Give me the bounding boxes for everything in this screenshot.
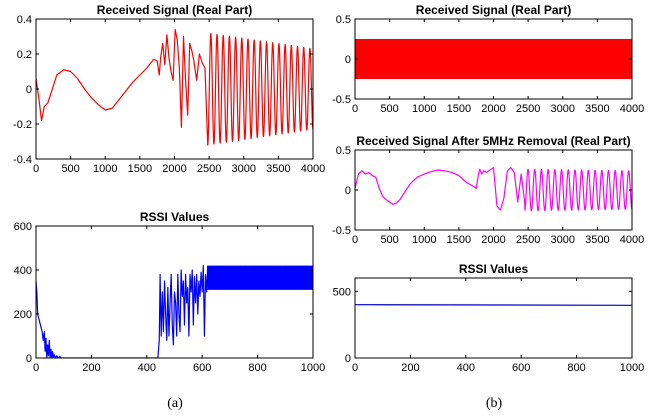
x-tick-label: 500: [380, 234, 398, 246]
x-tick-label: 1000: [412, 234, 436, 246]
y-tick-label: 0.5: [336, 14, 351, 26]
y-tick-label: -0.4: [13, 154, 32, 166]
series-line: [36, 28, 313, 146]
x-tick-label: 500: [61, 163, 79, 175]
x-tick-label: 4000: [301, 163, 325, 175]
chart-title: Received Signal (Real Part): [97, 3, 252, 17]
x-tick-label: 0: [33, 362, 39, 374]
y-tick-label: -0.5: [332, 94, 351, 106]
axes-frame: [35, 225, 314, 359]
x-tick-label: 2500: [197, 163, 221, 175]
y-tick-label: 0: [345, 54, 351, 66]
x-tick-label: 0: [352, 234, 358, 246]
chart-title: Received Signal After 5MHz Removal (Real…: [356, 134, 630, 148]
x-tick-label: 400: [138, 362, 156, 374]
chart-b-rssi-values: RSSI Values 0 200 400 600 800 1000 0 500: [333, 262, 645, 374]
x-tick-label: 3500: [266, 163, 290, 175]
x-tick-label: 3500: [585, 234, 609, 246]
plot-area: [355, 304, 632, 306]
y-tick-label: -0.2: [13, 119, 32, 131]
x-tick-label: 2000: [162, 163, 186, 175]
chart-b-received-signal: Received Signal (Real Part) 0 500 1000 1500 2…: [332, 3, 644, 115]
x-tick-label: 1500: [128, 163, 152, 175]
x-tick-label: 4000: [620, 103, 644, 115]
y-tick-label: 0.2: [17, 49, 32, 61]
y-tick-label: 0: [345, 185, 351, 197]
x-tick-label: 200: [82, 362, 100, 374]
x-tick-label: 4000: [620, 234, 644, 246]
x-tick-label: 3000: [551, 103, 575, 115]
y-tick-label: 0.5: [336, 145, 351, 157]
series-line: [355, 304, 632, 306]
x-tick-label: 3500: [585, 103, 609, 115]
x-tick-label: 600: [512, 362, 530, 374]
axes-frame: [354, 277, 633, 359]
x-tick-label: 500: [380, 103, 398, 115]
y-tick-label: 0.4: [17, 14, 32, 26]
x-tick-label: 400: [457, 362, 475, 374]
x-tick-label: 1000: [301, 362, 325, 374]
y-tick-label: -0.5: [332, 225, 351, 237]
x-tick-label: 2500: [516, 103, 540, 115]
plot-area: [355, 39, 632, 79]
series-line: [355, 167, 632, 212]
plot-area: [36, 265, 313, 358]
x-tick-label: 0: [352, 103, 358, 115]
chart-b-signal-after-removal: Received Signal After 5MHz Removal (Real…: [332, 134, 644, 246]
x-tick-label: 1000: [93, 163, 117, 175]
y-tick-label: 200: [14, 309, 32, 321]
caption-a: (a): [167, 396, 183, 411]
chart-a-received-signal: Received Signal (Real Part) 0 500 1000 1500 2…: [13, 3, 325, 175]
x-tick-label: 1000: [620, 362, 644, 374]
x-tick-label: 3000: [232, 163, 256, 175]
y-tick-label: 0: [26, 353, 32, 365]
signal-band-texture: [207, 265, 313, 290]
series-line: [36, 265, 209, 358]
y-tick-label: 0: [345, 353, 351, 365]
x-tick-label: 800: [248, 362, 266, 374]
x-tick-label: 1000: [412, 103, 436, 115]
caption-b: (b): [486, 396, 503, 411]
x-tick-label: 1500: [447, 234, 471, 246]
x-tick-label: 2500: [516, 234, 540, 246]
signal-band-texture: [355, 39, 632, 79]
x-tick-label: 0: [33, 163, 39, 175]
x-tick-label: 600: [193, 362, 211, 374]
x-tick-label: 2000: [481, 103, 505, 115]
y-tick-label: 0: [26, 84, 32, 96]
chart-title: RSSI Values: [140, 210, 210, 224]
x-tick-label: 3000: [551, 234, 575, 246]
chart-a-rssi-values: RSSI Values 0 200 400 600 800 1000 0 200 400 600: [14, 210, 326, 374]
y-tick-label: 600: [14, 221, 32, 233]
chart-title: Received Signal (Real Part): [416, 3, 571, 17]
x-tick-label: 200: [401, 362, 419, 374]
x-tick-label: 0: [352, 362, 358, 374]
chart-title: RSSI Values: [459, 262, 529, 276]
plot-area: [36, 28, 313, 146]
y-tick-label: 500: [333, 286, 351, 298]
x-tick-label: 1500: [447, 103, 471, 115]
y-tick-label: 400: [14, 265, 32, 277]
plot-area: [355, 167, 632, 212]
x-tick-label: 800: [567, 362, 585, 374]
x-tick-label: 2000: [481, 234, 505, 246]
